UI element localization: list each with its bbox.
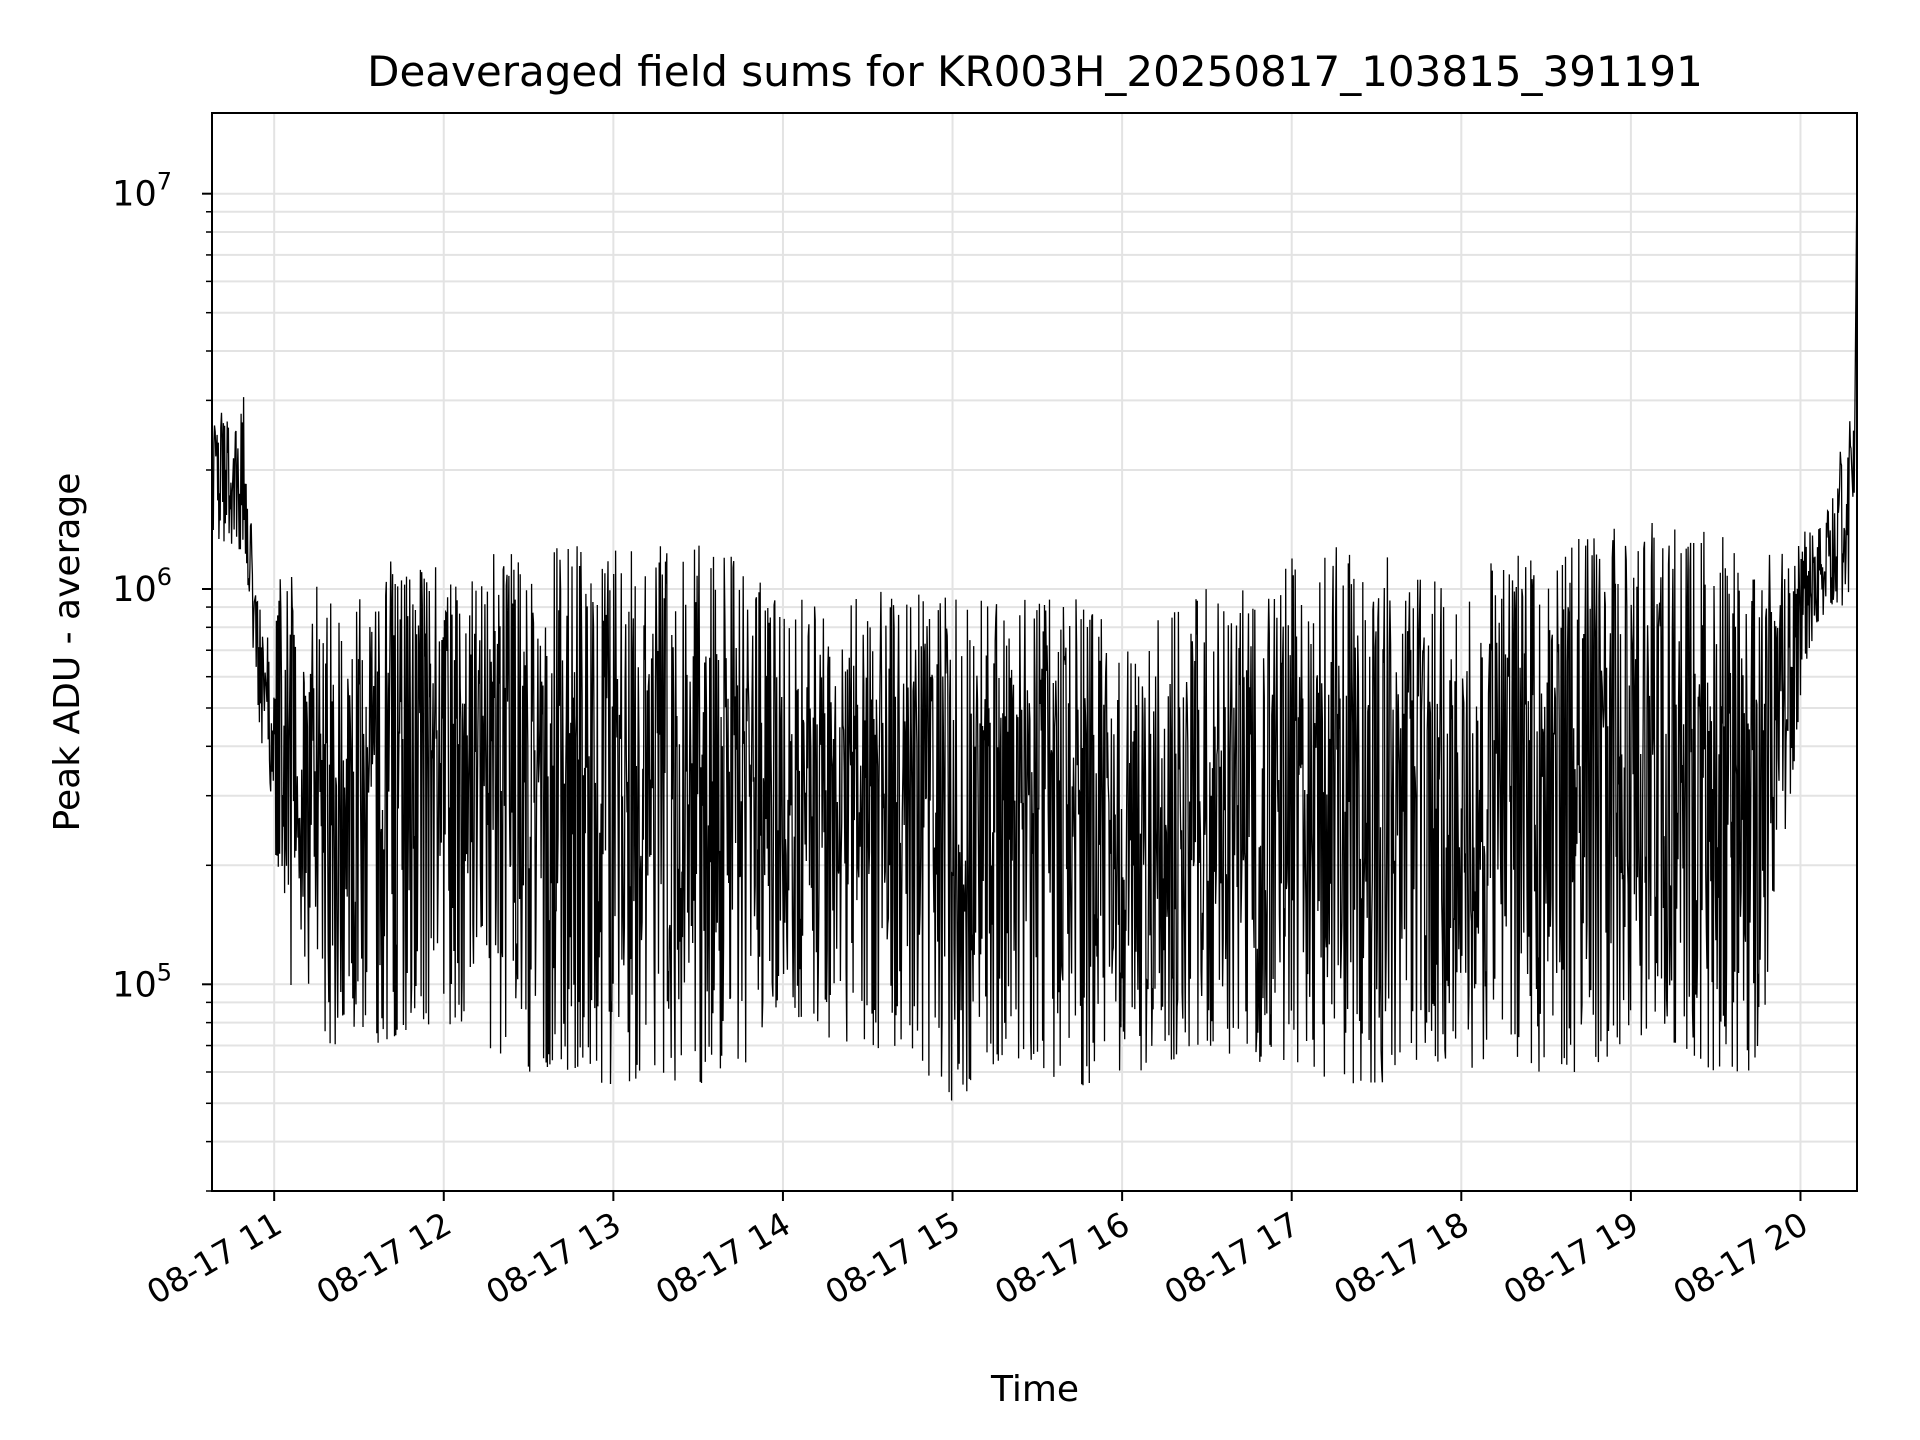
y-tick-base: 10 [112,965,157,1005]
plot-frame [211,112,1858,1192]
x-axis-label: Time [990,1369,1079,1410]
y-tick-exponent: 6 [157,563,172,591]
y-tick-exponent: 7 [157,168,172,196]
y-tick-base: 10 [112,570,157,610]
y-tick-label: 106 [112,563,172,610]
y-tick-label: 107 [112,168,172,215]
y-tick-base: 10 [112,175,157,215]
series-layer [211,169,1858,1101]
series-line [211,169,1858,1101]
y-tick-exponent: 5 [157,958,172,986]
y-tick-label: 105 [112,958,172,1005]
y-axis-label: Peak ADU - average [47,473,88,832]
chart-title: Deaveraged field sums for KR003H_2025081… [367,47,1703,96]
